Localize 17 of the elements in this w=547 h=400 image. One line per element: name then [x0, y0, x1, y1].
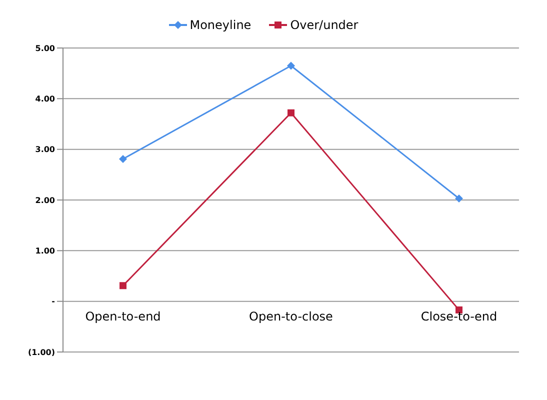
y-tick-label: 1.00: [35, 246, 56, 256]
x-tick-label: Open-to-end: [85, 310, 161, 324]
legend-label: Moneyline: [188, 18, 252, 32]
point: [120, 282, 126, 290]
y-tick-label: 4.00: [35, 94, 56, 104]
point: [119, 154, 127, 163]
x-tick-label: Close-to-end: [420, 310, 498, 324]
x-tick-label: Open-to-close: [249, 310, 333, 324]
y-tick-label: (1.00): [28, 348, 55, 357]
y-tick-label: 5.00: [35, 44, 56, 53]
y-tick-label: -: [52, 297, 55, 306]
point: [287, 62, 295, 70]
point: [455, 194, 463, 202]
point: [288, 109, 294, 116]
y-tick-label: 3.00: [35, 145, 56, 154]
y-tick-label: 2.00: [35, 196, 56, 205]
legend-label: Over/under: [289, 18, 358, 32]
